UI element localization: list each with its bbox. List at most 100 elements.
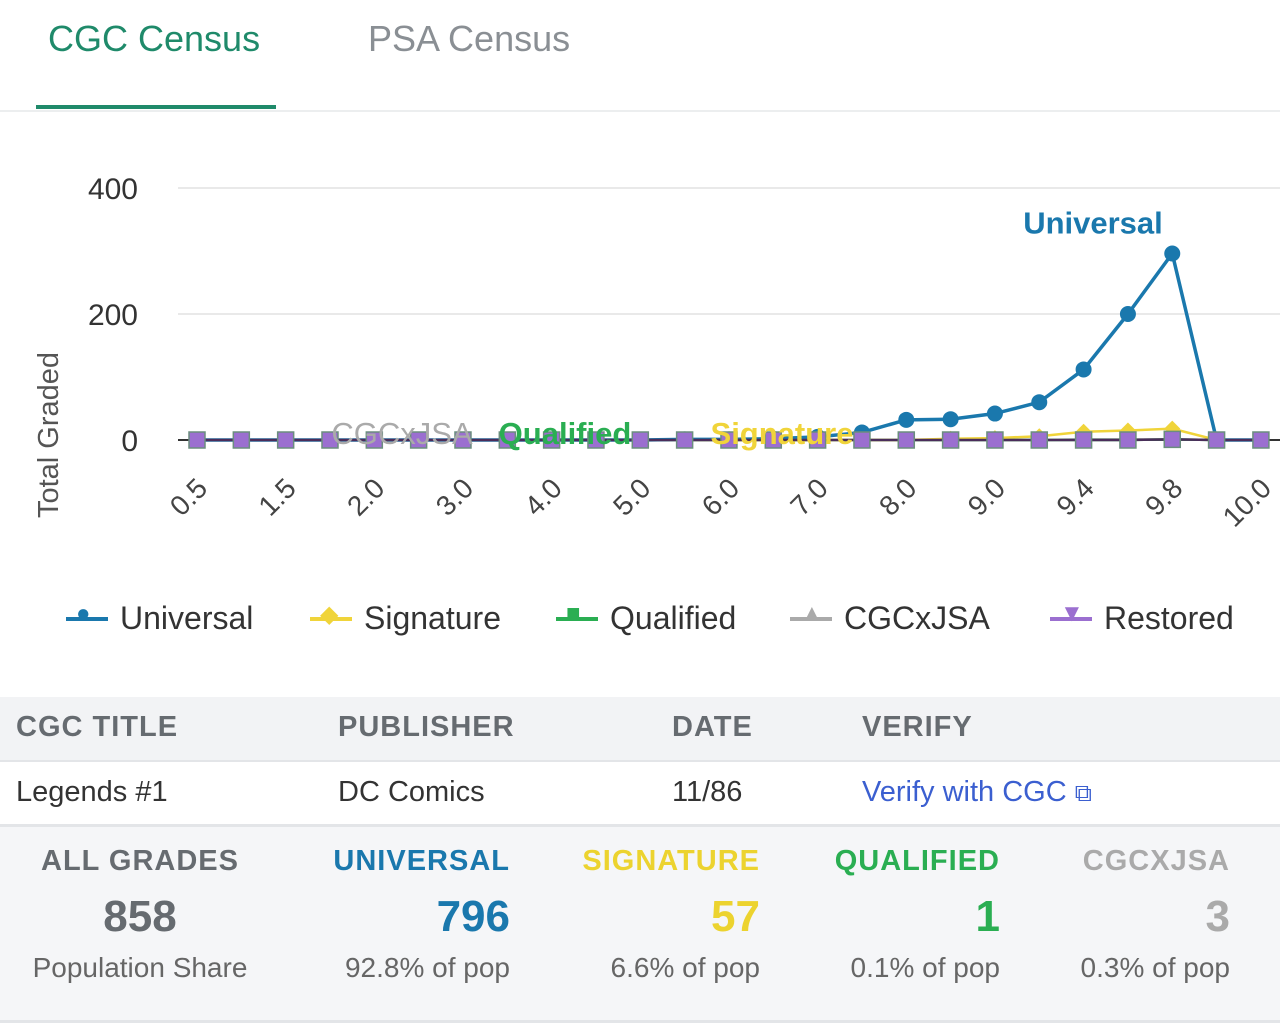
legend-label: CGCxJSA (844, 600, 990, 636)
x-tick-label: 0.5 (164, 472, 213, 521)
table-row: Legends #1 DC Comics 11/86 Verify with C… (0, 762, 1280, 827)
data-point[interactable] (1075, 361, 1092, 378)
data-point[interactable] (1207, 431, 1226, 449)
legend-item-universal[interactable]: ● Universal (66, 600, 253, 637)
verify-link-text: Verify with CGC (862, 776, 1067, 808)
stat-share: 0.1% of pop (850, 952, 1000, 983)
stat-label: ALL GRADES (41, 845, 239, 877)
data-point[interactable] (542, 431, 561, 449)
data-point[interactable] (720, 431, 738, 449)
stat-qualified: QUALIFIED 1 0.1% of pop (760, 845, 1000, 984)
x-tick-label: 5.0 (607, 472, 656, 521)
triangle-down-marker-icon: ▼ (1050, 600, 1092, 629)
y-axis-title: Total Graded (33, 352, 65, 518)
data-point[interactable] (1163, 430, 1182, 449)
square-marker-icon: ■ (556, 600, 598, 629)
population-stats: ALL GRADES 858 Population Share UNIVERSAL… (0, 827, 1280, 1023)
x-tick-label: 1.5 (252, 472, 301, 521)
x-tick-label: 9.0 (962, 472, 1011, 521)
legend-label: Signature (364, 600, 501, 636)
legend-label: Restored (1104, 600, 1234, 636)
series-restored (188, 430, 1270, 449)
stat-value: 796 (436, 892, 510, 941)
external-link-icon: ⧉ (1074, 780, 1092, 807)
table-header: CGC TITLE PUBLISHER DATE VERIFY (0, 697, 1280, 762)
stat-label: SIGNATURE (582, 845, 760, 877)
cell-date: 11/86 (672, 776, 743, 808)
data-point[interactable] (1164, 245, 1181, 262)
stat-signature: SIGNATURE 57 6.6% of pop (520, 845, 760, 984)
series-label-cgcxjsa: CGCxJSA (331, 416, 473, 451)
data-point[interactable] (897, 431, 916, 449)
data-point[interactable] (321, 431, 339, 449)
diamond-marker-icon: ◆ (310, 601, 352, 629)
stat-label: UNIVERSAL (333, 845, 510, 877)
chart-legend: ● Universal ◆ Signature ■ Qualified ▲ CGCxJSA ▼ R… (0, 600, 1280, 644)
data-point[interactable] (941, 431, 960, 449)
series-line (197, 249, 1261, 442)
x-tick-label: 9.4 (1050, 472, 1099, 521)
data-point[interactable] (986, 405, 1003, 422)
cell-title: Legends #1 (16, 776, 168, 808)
series-label-signature: Signature (711, 416, 854, 451)
stat-label: CGCXJSA (1082, 845, 1230, 877)
data-point[interactable] (942, 411, 959, 428)
data-point[interactable] (365, 431, 384, 449)
x-tick-label: 10.0 (1217, 472, 1277, 532)
stat-value: 1 (975, 892, 1000, 941)
header-date: DATE (672, 711, 753, 743)
data-point[interactable] (853, 431, 871, 449)
tab-psa-census[interactable]: PSA Census (368, 18, 571, 59)
data-point[interactable] (808, 431, 827, 449)
census-chart: 0 200 400 Total Graded 0.5 1.5 2.0 3.0 4.0 5.0 6.0… (33, 173, 1280, 533)
data-point[interactable] (454, 431, 472, 449)
circle-marker-icon: ● (66, 600, 108, 629)
legend-item-restored[interactable]: ▼ Restored (1050, 600, 1234, 637)
legend-label: Qualified (610, 600, 737, 636)
series-label-qualified: Qualified (499, 416, 632, 451)
data-point[interactable] (1119, 431, 1137, 449)
legend-label: Universal (120, 600, 254, 636)
legend-item-cgcxjsa[interactable]: ▲ CGCxJSA (790, 600, 990, 637)
legend-item-qualified[interactable]: ■ Qualified (556, 600, 736, 637)
triangle-marker-icon: ▲ (790, 600, 832, 629)
data-point[interactable] (409, 431, 428, 449)
x-tick-label: 2.0 (341, 472, 390, 521)
data-point[interactable] (276, 431, 295, 449)
legend-item-signature[interactable]: ◆ Signature (310, 600, 501, 637)
data-point[interactable] (1252, 431, 1270, 449)
header-publisher: PUBLISHER (338, 711, 515, 743)
series-label-universal: Universal (1023, 206, 1163, 241)
verify-with-cgc-link[interactable]: Verify with CGC ⧉ (862, 776, 1092, 809)
x-tick-label: 6.0 (696, 472, 745, 521)
x-tick-label: 3.0 (430, 472, 479, 521)
data-point[interactable] (898, 411, 915, 428)
stat-value: 858 (103, 892, 177, 941)
data-point[interactable] (631, 431, 650, 449)
x-tick-label: 7.0 (784, 472, 833, 521)
data-point[interactable] (232, 431, 251, 449)
data-point[interactable] (675, 431, 694, 449)
data-point[interactable] (587, 431, 605, 449)
stat-value: 57 (711, 892, 760, 941)
stat-universal: UNIVERSAL 796 92.8% of pop (270, 845, 510, 984)
data-point[interactable] (764, 431, 783, 449)
data-point[interactable] (1074, 431, 1093, 449)
y-tick-label: 0 (121, 425, 138, 458)
stat-share: 6.6% of pop (610, 952, 760, 983)
data-point[interactable] (986, 431, 1004, 449)
tab-cgc-census[interactable]: CGC Census (48, 18, 261, 59)
data-point[interactable] (1030, 431, 1049, 449)
census-tabs: CGC Census PSA Census (0, 0, 1280, 112)
data-point[interactable] (1119, 306, 1136, 322)
header-verify: VERIFY (862, 711, 973, 743)
data-point[interactable] (188, 431, 206, 449)
header-cgc-title: CGC TITLE (16, 711, 179, 743)
data-point[interactable] (498, 431, 517, 449)
stat-share: 92.8% of pop (344, 952, 510, 983)
data-point[interactable] (1031, 394, 1048, 411)
y-tick-label: 400 (88, 173, 138, 206)
stat-share: 0.3% of pop (1080, 952, 1230, 983)
cell-publisher: DC Comics (338, 776, 485, 808)
stat-all-grades: ALL GRADES 858 Population Share (20, 845, 260, 984)
